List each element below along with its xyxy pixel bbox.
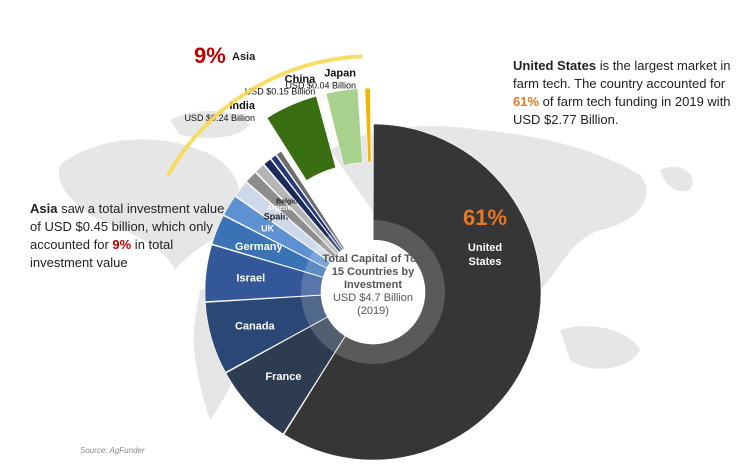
note-run: 61% bbox=[513, 94, 540, 109]
center bbox=[321, 240, 425, 344]
asia-arc bbox=[166, 54, 363, 176]
asia-note: Asia saw a total investment value of USD… bbox=[30, 200, 230, 272]
center-text: 15 Countries by bbox=[332, 266, 415, 278]
slice bbox=[325, 88, 363, 166]
slice bbox=[270, 154, 344, 252]
slice-label: States bbox=[469, 256, 502, 268]
value-label: USD $0.15 Billion bbox=[245, 87, 316, 97]
slice bbox=[364, 87, 372, 163]
note-run: United States bbox=[513, 58, 597, 73]
slice-label: Argentina bbox=[267, 205, 300, 212]
slice-label: United bbox=[468, 242, 502, 254]
center-text: Investment bbox=[344, 279, 402, 291]
slice-label: Belgium bbox=[276, 199, 304, 206]
center-text: USD $4.7 Billion bbox=[333, 292, 413, 304]
donut: 61% United States France Canada Israel Germany… bbox=[184, 67, 542, 461]
asia-label: Asia bbox=[232, 51, 256, 63]
us-note: United States is the largest market in f… bbox=[513, 57, 741, 129]
slice bbox=[266, 95, 337, 181]
slice-label: Canada bbox=[235, 321, 276, 333]
note-run: saw a total investment value of USD $0.4… bbox=[30, 201, 225, 252]
slice-label: Spain bbox=[264, 211, 289, 221]
center-text: Total Capital of Top bbox=[322, 253, 423, 265]
slice-label: China bbox=[285, 74, 316, 86]
slice-label: France bbox=[265, 371, 301, 383]
note-run: Asia bbox=[30, 201, 58, 216]
slice-label: India bbox=[229, 100, 256, 112]
slice-label: Japan bbox=[324, 67, 356, 79]
center-text: (2019) bbox=[357, 305, 389, 317]
share-label: 61% bbox=[463, 205, 507, 230]
note-run: is the largest market in farm tech. The … bbox=[513, 58, 731, 91]
note-run: of farm tech funding in 2019 with USD $2… bbox=[513, 94, 731, 127]
slice-label: Israel bbox=[236, 273, 265, 285]
value-label: USD $0.04 Billion bbox=[285, 80, 356, 90]
slice-label: UK bbox=[261, 224, 274, 234]
asia-share-label: 9% bbox=[194, 43, 226, 68]
note-run: 9% bbox=[112, 237, 132, 252]
note-run: in total investment value bbox=[30, 237, 174, 270]
value-label: USD $0.24 Billion bbox=[184, 113, 255, 123]
slice-label: Germany bbox=[235, 241, 284, 253]
source: Source: AgFunder bbox=[80, 446, 145, 455]
